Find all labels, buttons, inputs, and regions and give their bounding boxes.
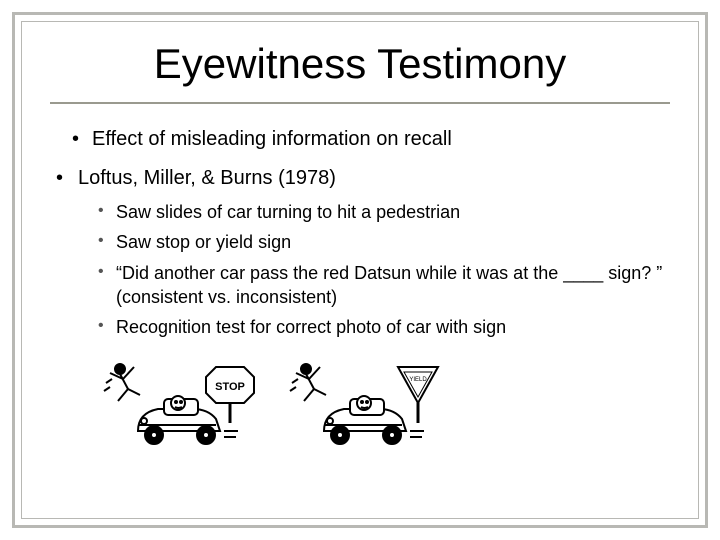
bullet-effect: Effect of misleading information on reca… [72, 128, 670, 151]
inner-frame: Eyewitness Testimony Effect of misleadin… [21, 21, 699, 519]
scene-yield: YIELD [284, 353, 454, 453]
illustration-row: STOP [98, 353, 670, 453]
content-region: Effect of misleading information on reca… [22, 104, 698, 453]
bullet-loftus: Loftus, Miller, & Burns (1978) [56, 167, 670, 190]
stop-sign-label: STOP [215, 381, 245, 393]
outer-frame: Eyewitness Testimony Effect of misleadin… [12, 12, 708, 528]
scene-stop: STOP [98, 353, 268, 453]
slide-title: Eyewitness Testimony [50, 40, 670, 102]
yield-sign-label: YIELD [409, 377, 427, 383]
bullet-recognition: Recognition test for correct photo of ca… [98, 315, 670, 339]
bullet-saw-sign: Saw stop or yield sign [98, 230, 670, 254]
bullet-saw-slides: Saw slides of car turning to hit a pedes… [98, 200, 670, 224]
title-region: Eyewitness Testimony [22, 40, 698, 104]
bullet-question: “Did another car pass the red Datsun whi… [98, 261, 670, 310]
